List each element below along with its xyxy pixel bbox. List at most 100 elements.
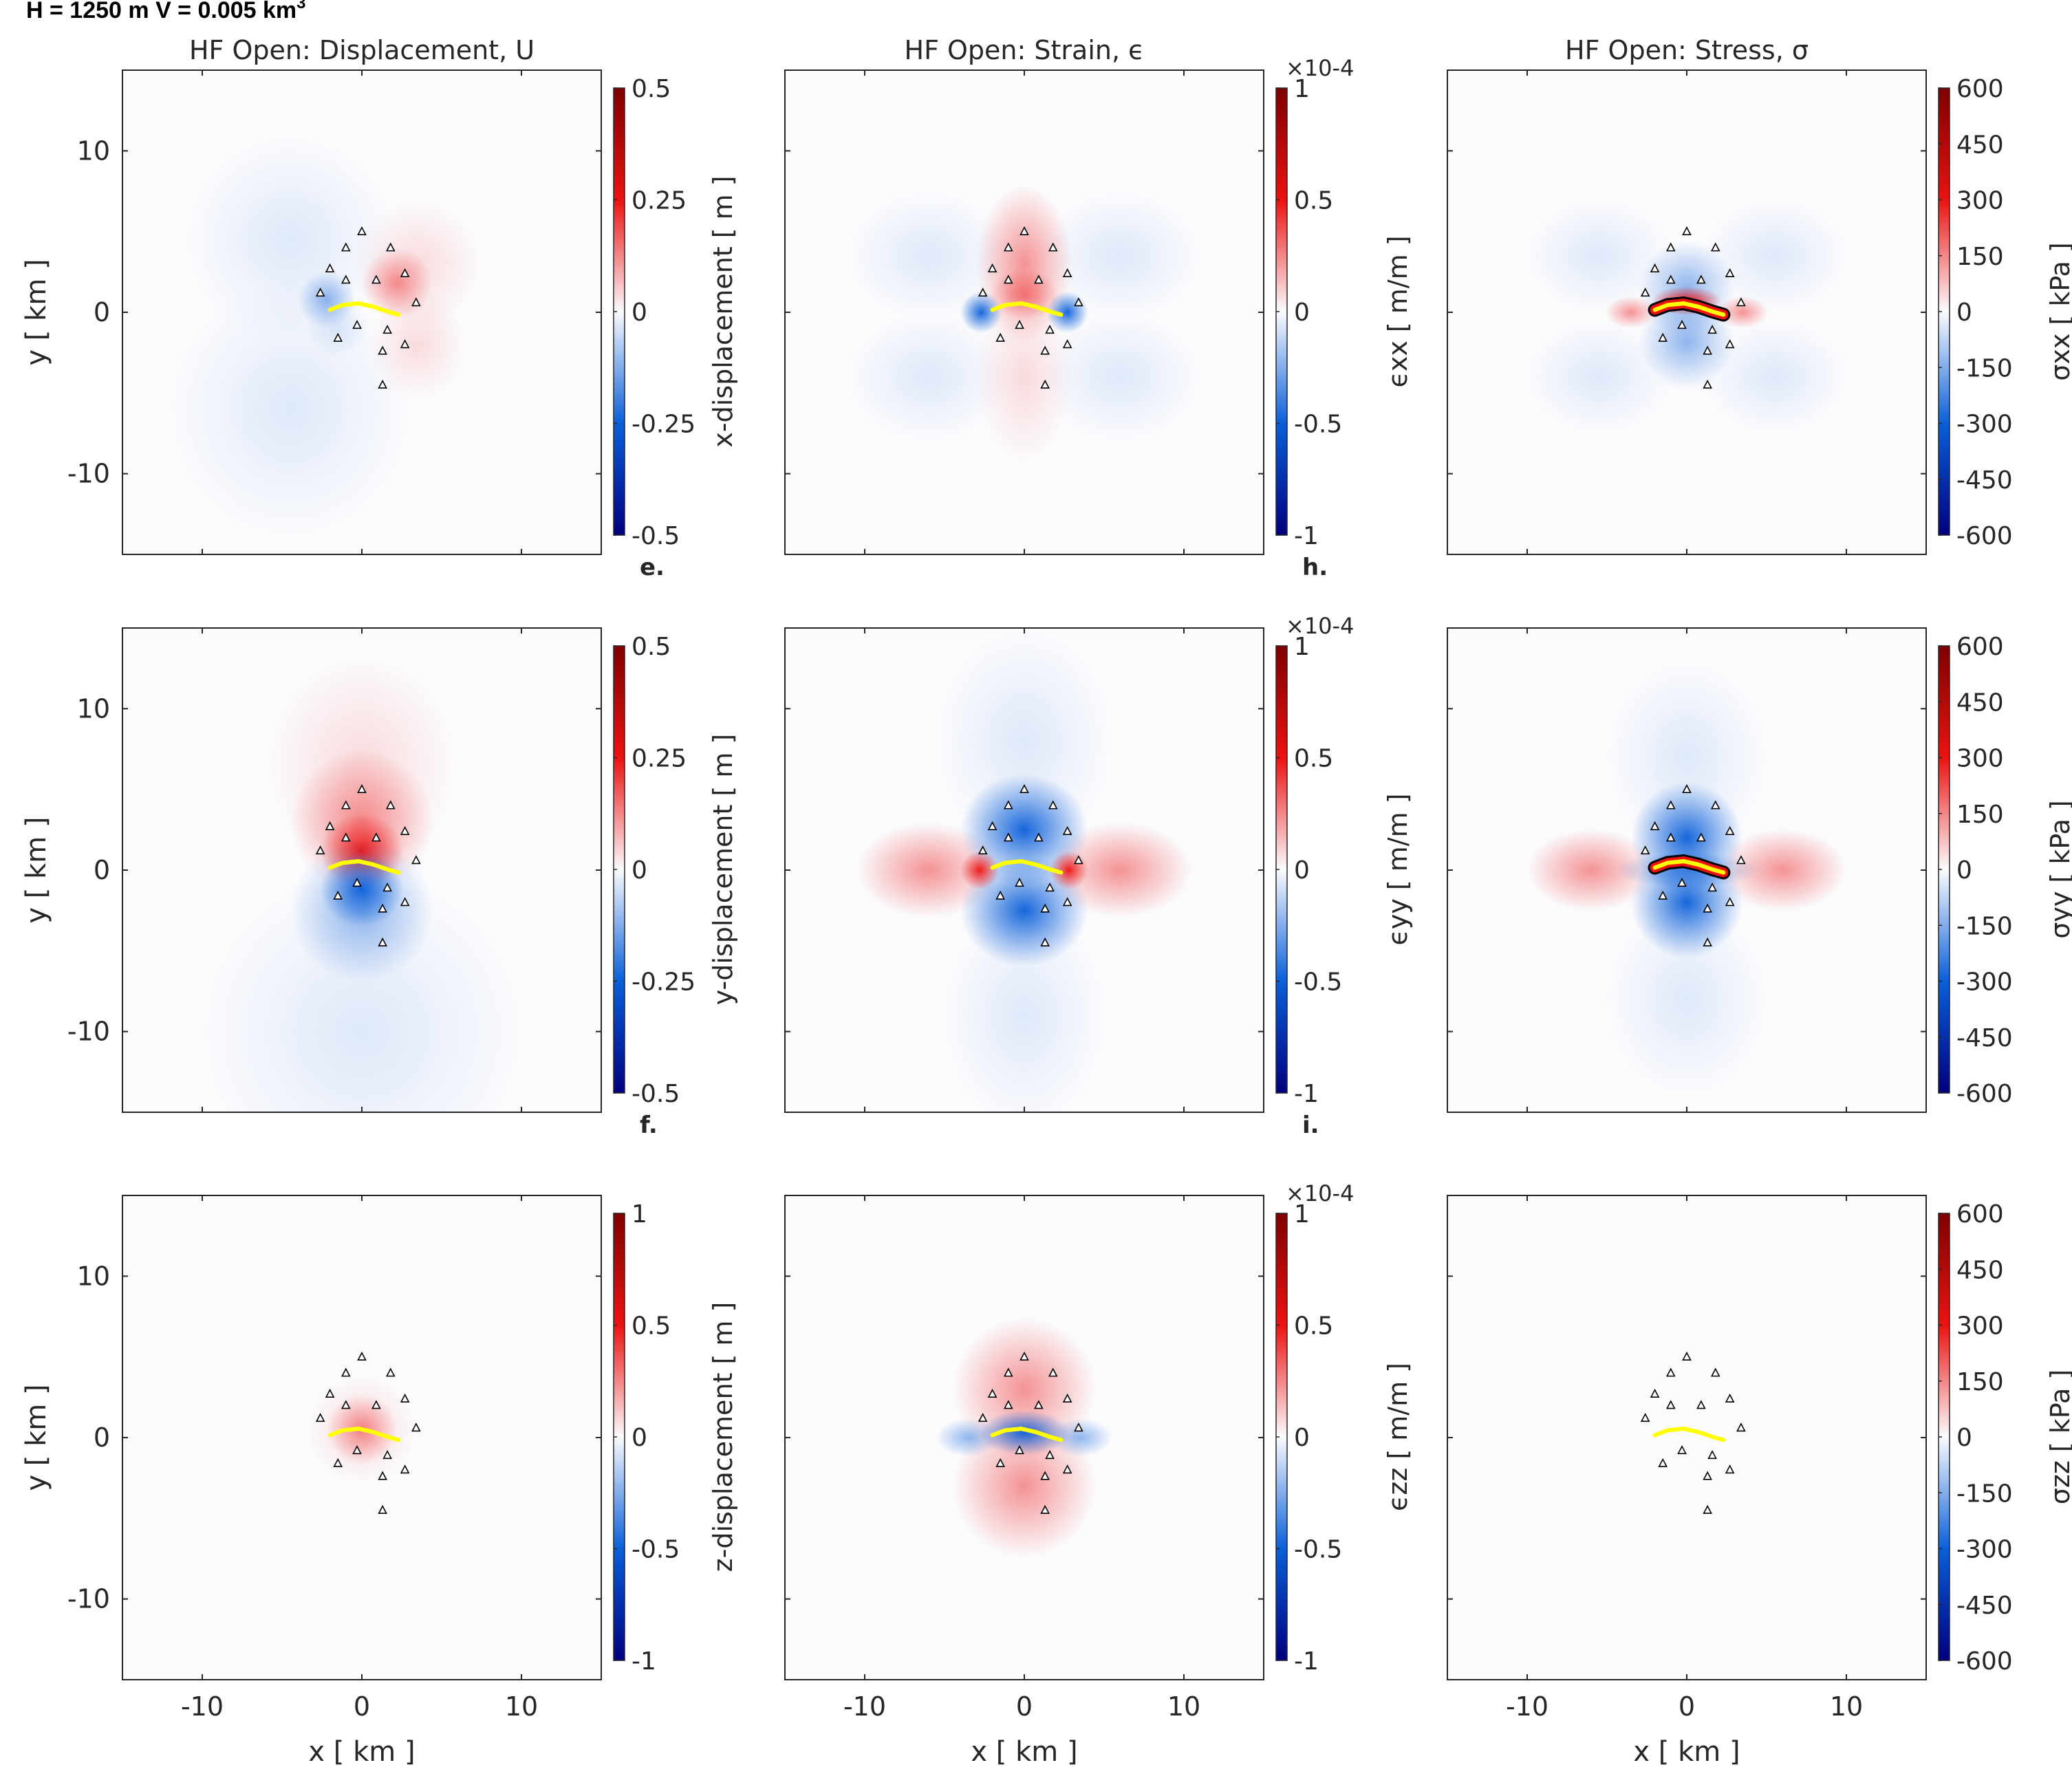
station-marker (371, 832, 381, 842)
station-marker (1003, 1367, 1013, 1377)
station-marker (1725, 1393, 1735, 1402)
station-marker (385, 800, 396, 810)
y-tick-label: -10 (67, 1017, 110, 1047)
station-marker (411, 1422, 421, 1432)
station-marker (1640, 1413, 1650, 1422)
station-marker (371, 274, 381, 284)
x-tick-label: 0 (1679, 1691, 1695, 1722)
colorbar-tick-label: 450 (1956, 131, 2004, 159)
field-lobe (960, 851, 999, 889)
station-marker (978, 845, 988, 855)
station-marker (1034, 832, 1044, 842)
station-marker (1062, 825, 1072, 835)
colorbar-label: σxx [ kPa ] (2045, 242, 2072, 380)
station-marker (382, 1450, 392, 1460)
station-marker (995, 332, 1006, 342)
colorbar-tick-label: 1 (1294, 633, 1310, 661)
colorbar-tick-label: 300 (1956, 745, 2004, 773)
colorbar-tick-label: -1 (632, 1647, 656, 1676)
panel-eyy: -1 -0.5 0 0.5 1×10-4 ϵyy [ m/m ] (784, 613, 1413, 1113)
station-marker (1696, 832, 1706, 842)
station-marker (1062, 339, 1072, 349)
station-marker (1677, 320, 1687, 329)
station-marker (1062, 1393, 1072, 1402)
colorbar-label: z-displacement [ m ] (708, 1302, 738, 1572)
station-marker (1040, 937, 1050, 946)
y-tick-label: -10 (67, 1584, 110, 1614)
colorbar-tick-label: -0.5 (632, 1080, 680, 1108)
station-marker (1040, 1504, 1050, 1514)
station-marker (1725, 339, 1735, 349)
station-marker (1725, 825, 1735, 835)
y-axis-label: y [ km ] (21, 1384, 52, 1491)
field-lobe (1718, 828, 1846, 912)
field-lobe (305, 299, 370, 358)
station-marker (1703, 345, 1712, 355)
station-marker (325, 263, 335, 272)
station-marker (1665, 1400, 1676, 1409)
field-lobe (945, 903, 1104, 1112)
station-marker (385, 242, 396, 252)
station-marker (1677, 1445, 1687, 1455)
colorbar-exponent: ×10-4 (1286, 1180, 1354, 1206)
station-marker (1015, 1445, 1024, 1455)
station-marker (1045, 1450, 1055, 1460)
colorbar-label: σyy [ kPa ] (2045, 800, 2072, 938)
station-marker (315, 1413, 325, 1422)
station-marker (1045, 882, 1055, 892)
station-marker (1736, 1422, 1746, 1432)
station-marker (1003, 1400, 1013, 1409)
station-marker (995, 1458, 1006, 1467)
colorbar-tick-label: 450 (1956, 689, 2004, 717)
field-lobe (1527, 828, 1655, 912)
station-marker (987, 1388, 997, 1398)
colorbar-exponent: ×10-4 (1286, 613, 1354, 639)
station-marker (357, 783, 367, 793)
station-marker (1048, 800, 1058, 810)
station-marker (1677, 878, 1687, 887)
station-marker (1015, 320, 1024, 329)
dike-trace (327, 859, 401, 875)
y-tick-label: 10 (77, 693, 110, 724)
station-marker (378, 1504, 387, 1514)
station-marker (1707, 1450, 1717, 1460)
station-marker (1019, 783, 1029, 793)
station-marker (341, 242, 351, 252)
station-marker (315, 845, 325, 855)
x-tick-label: -10 (181, 1691, 224, 1722)
field-lobe (848, 313, 1008, 441)
y-axis-label: y [ km ] (21, 259, 52, 365)
x-axis-label: x [ km ] (1633, 1736, 1740, 1768)
station-marker (400, 1393, 410, 1402)
field-lobe (1703, 321, 1847, 433)
colorbar-tick-label: -1 (1294, 1080, 1319, 1108)
station-marker (352, 878, 362, 887)
colorbar-tick-label: -0.5 (1294, 968, 1342, 997)
colorbar-label: ϵxx [ m/m ] (1383, 235, 1413, 387)
station-marker (382, 325, 392, 334)
colorbar-tick-label: -0.5 (1294, 1536, 1342, 1564)
colorbar-tick-label: -600 (1956, 1080, 2013, 1108)
field-lobe (170, 281, 410, 537)
station-marker (1019, 226, 1029, 235)
station-marker (378, 937, 387, 946)
station-marker (1048, 1367, 1058, 1377)
panel-letter: f. (640, 1112, 658, 1139)
station-marker (382, 882, 392, 892)
station-marker (341, 1400, 351, 1409)
plot-background (1447, 1195, 1926, 1680)
colorbar-tick-label: 0.5 (632, 1312, 671, 1341)
station-marker (1062, 897, 1072, 907)
field-lobe (1527, 321, 1671, 433)
station-marker (987, 263, 997, 272)
x-axis-label: x [ km ] (971, 1736, 1077, 1768)
colorbar-label: x-displacement [ m ] (708, 175, 738, 447)
station-marker (1074, 297, 1083, 307)
station-marker (1682, 783, 1692, 793)
colorbar-tick-label: 1 (632, 1200, 647, 1228)
station-marker (1707, 325, 1717, 334)
station-marker (400, 339, 410, 349)
station-marker (1640, 845, 1650, 855)
station-marker (357, 1351, 367, 1361)
